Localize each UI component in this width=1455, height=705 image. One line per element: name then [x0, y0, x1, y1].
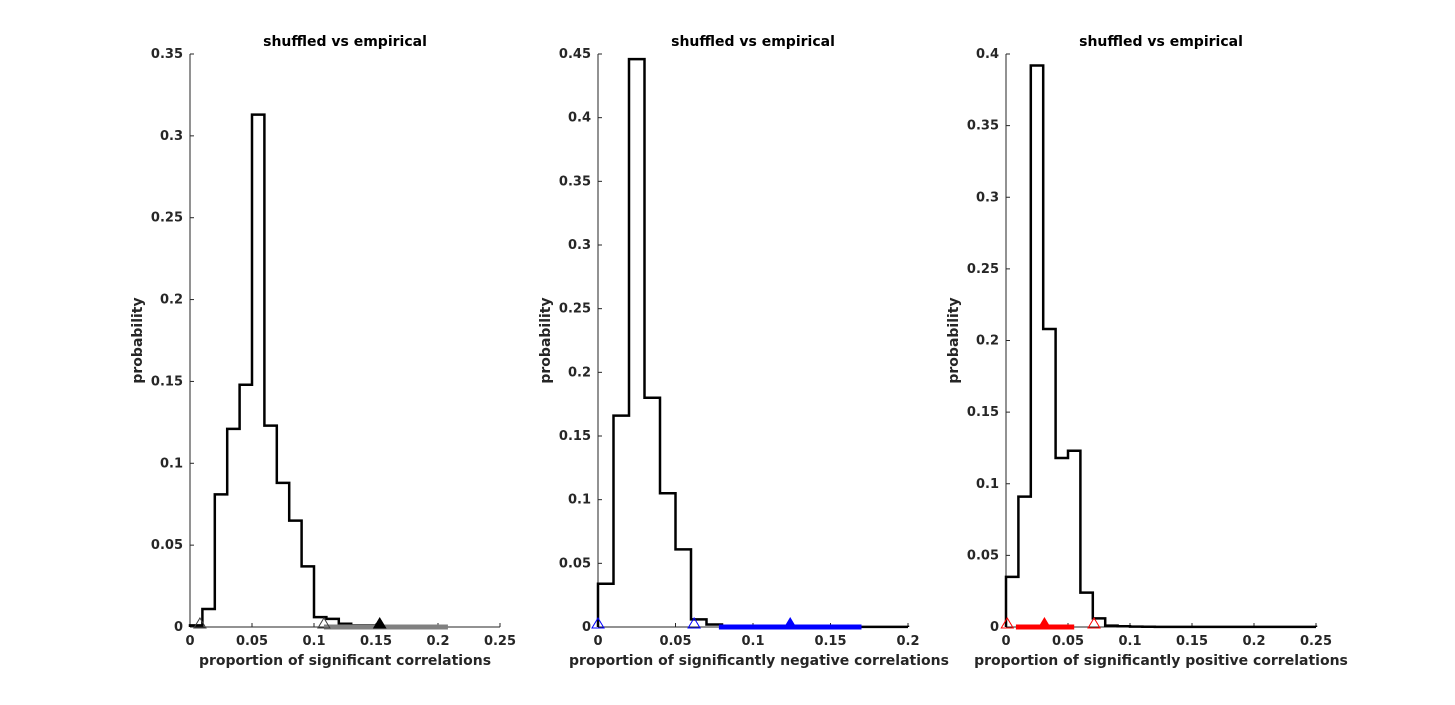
y-tick-label: 0.3 [160, 129, 183, 144]
histogram-bin [645, 398, 661, 627]
histogram-bin [614, 416, 630, 627]
shuffled-bound-marker [193, 617, 207, 629]
y-tick-label: 0 [174, 620, 183, 635]
shuffled-bound-marker [687, 617, 701, 629]
y-tick-label: 0.3 [568, 238, 591, 253]
empirical-mean-marker [372, 617, 387, 629]
histogram-bin [240, 385, 252, 627]
y-tick-label: 0.05 [967, 548, 999, 563]
x-tick-label: 0.15 [360, 634, 392, 649]
chart-title: shuffled vs empirical [671, 34, 835, 50]
y-tick-label: 0.05 [151, 538, 183, 553]
histogram-bin [227, 429, 239, 627]
y-tick-label: 0.25 [151, 211, 183, 226]
y-tick-label: 0.45 [559, 47, 591, 62]
shuffled-bound-marker [317, 617, 331, 629]
y-tick-label: 0.2 [160, 293, 183, 308]
chart-title: shuffled vs empirical [263, 34, 427, 50]
y-tick-label: 0.1 [976, 477, 999, 492]
y-tick-label: 0.4 [568, 111, 591, 126]
histogram-bin [264, 426, 276, 627]
histogram-bin [629, 59, 645, 627]
y-tick-label: 0.35 [967, 119, 999, 134]
y-tick-label: 0.3 [976, 190, 999, 205]
x-tick-label: 0.25 [1300, 634, 1332, 649]
histogram-outline [1004, 64, 1318, 629]
histogram-bin [190, 625, 202, 627]
y-tick-label: 0 [582, 620, 591, 635]
empirical-mean-marker [1037, 617, 1052, 629]
x-tick-label: 0.05 [236, 634, 268, 649]
x-tick-label: 0.2 [1242, 634, 1265, 649]
x-tick-label: 0.2 [896, 634, 919, 649]
x-tick-label: 0.15 [814, 634, 846, 649]
y-tick-label: 0.1 [568, 493, 591, 508]
chart-panel-1: 0 0.05 0.1 0.15 0.2 0.25 0 0.05 0.1 0.15 0.2 0.25 0.… [130, 34, 516, 669]
histogram-bin [1068, 451, 1080, 627]
y-tick-label: 0.15 [151, 374, 183, 389]
y-axis-label: probability [130, 297, 146, 383]
x-tick-label: 0.1 [302, 634, 325, 649]
histogram-bin [302, 566, 314, 627]
histogram-bin [289, 521, 301, 627]
x-tick-label: 0 [593, 634, 602, 649]
x-axis-label: proportion of significantly negative cor… [569, 653, 949, 669]
x-tick-label: 0 [1001, 634, 1010, 649]
chart-title: shuffled vs empirical [1079, 34, 1243, 50]
shuffled-bound-marker [591, 617, 605, 629]
y-tick-label: 0 [990, 620, 999, 635]
y-tick-label: 0.4 [976, 47, 999, 62]
histogram-bin [1043, 329, 1055, 627]
histogram-bin [277, 483, 289, 627]
x-tick-label: 0 [185, 634, 194, 649]
x-axis-label: proportion of significant correlations [199, 653, 491, 669]
x-tick-label: 0.2 [426, 634, 449, 649]
x-tick-label: 0.25 [484, 634, 516, 649]
x-axis-label: proportion of significantly positive cor… [974, 653, 1348, 669]
histogram-bin [676, 549, 692, 627]
y-tick-label: 0.1 [160, 456, 183, 471]
x-tick-label: 0.1 [741, 634, 764, 649]
histogram-bin [1118, 626, 1130, 627]
histogram-bin [1056, 458, 1068, 627]
histogram-bin [1080, 593, 1092, 627]
histogram-bin [1018, 497, 1030, 627]
x-tick-label: 0.05 [659, 634, 691, 649]
y-tick-label: 0.15 [967, 405, 999, 420]
y-tick-label: 0.2 [976, 334, 999, 349]
y-tick-label: 0.35 [559, 174, 591, 189]
chart-panel-2: 0 0.05 0.1 0.15 0.2 0 0.05 0.1 0.15 0.2 0.25 0.3 0.3… [538, 34, 949, 669]
x-tick-label: 0.15 [1176, 634, 1208, 649]
histogram-bin [1105, 626, 1117, 627]
x-tick-label: 0.1 [1118, 634, 1141, 649]
y-tick-label: 0.2 [568, 365, 591, 380]
y-tick-label: 0.15 [559, 429, 591, 444]
shuffled-bound-marker [1087, 617, 1101, 629]
histogram-bin [215, 494, 227, 627]
y-tick-label: 0.25 [967, 262, 999, 277]
y-tick-label: 0.35 [151, 47, 183, 62]
y-axis-label: probability [946, 297, 962, 383]
y-tick-label: 0.05 [559, 556, 591, 571]
shuffled-bound-marker [1000, 617, 1015, 629]
histogram-bin [660, 493, 676, 627]
y-tick-label: 0.25 [559, 302, 591, 317]
x-tick-label: 0.05 [1052, 634, 1084, 649]
histogram-bin [1031, 65, 1043, 627]
y-axis-label: probability [538, 297, 554, 383]
empirical-mean-marker [783, 617, 798, 629]
histogram-bin [252, 115, 264, 627]
chart-panel-3: 0 0.05 0.1 0.15 0.2 0.25 0 0.05 0.1 0.15 0.2 0.25 0.… [946, 34, 1348, 669]
histogram-bin [598, 584, 614, 627]
